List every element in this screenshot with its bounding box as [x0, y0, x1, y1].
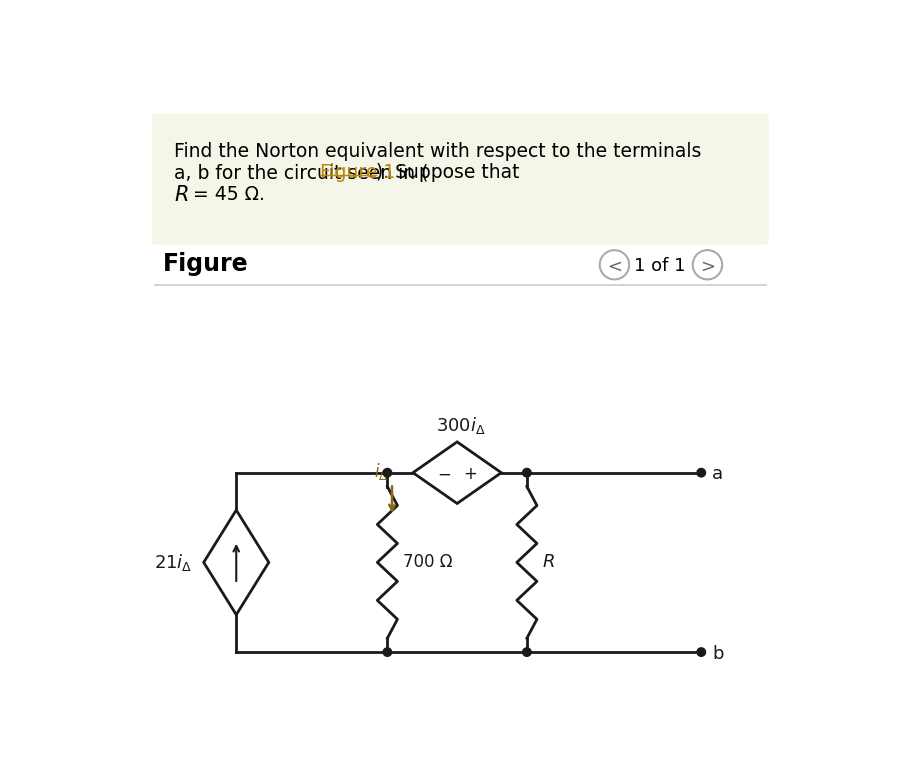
Text: a: a: [712, 465, 723, 483]
FancyBboxPatch shape: [152, 114, 769, 245]
Text: Find the Norton equivalent with respect to the terminals: Find the Norton equivalent with respect …: [174, 142, 701, 160]
Circle shape: [383, 647, 392, 656]
Circle shape: [697, 468, 706, 477]
Text: $i_\Delta$: $i_\Delta$: [374, 461, 389, 482]
Text: $R$: $R$: [542, 554, 555, 572]
Text: Figure: Figure: [163, 252, 248, 276]
Text: $300i_\Delta$: $300i_\Delta$: [436, 414, 486, 436]
Text: +: +: [463, 465, 477, 483]
Text: −: −: [437, 465, 451, 483]
Text: b: b: [712, 644, 724, 662]
Circle shape: [697, 647, 706, 656]
Text: = 45 Ω.: = 45 Ω.: [188, 185, 265, 203]
Text: <: <: [607, 257, 622, 275]
Circle shape: [523, 647, 531, 656]
Text: 1 of 1: 1 of 1: [634, 257, 685, 275]
Text: 700 Ω: 700 Ω: [403, 554, 453, 572]
Text: Figure 1: Figure 1: [320, 163, 395, 182]
Text: $21i_\Delta$: $21i_\Delta$: [154, 552, 193, 573]
Text: a, b for the circuit seen in (: a, b for the circuit seen in (: [174, 163, 428, 182]
Text: ). Suppose that: ). Suppose that: [375, 163, 519, 182]
Text: >: >: [700, 257, 715, 275]
Circle shape: [383, 468, 392, 477]
Circle shape: [523, 468, 531, 477]
Text: $R$: $R$: [174, 185, 189, 205]
